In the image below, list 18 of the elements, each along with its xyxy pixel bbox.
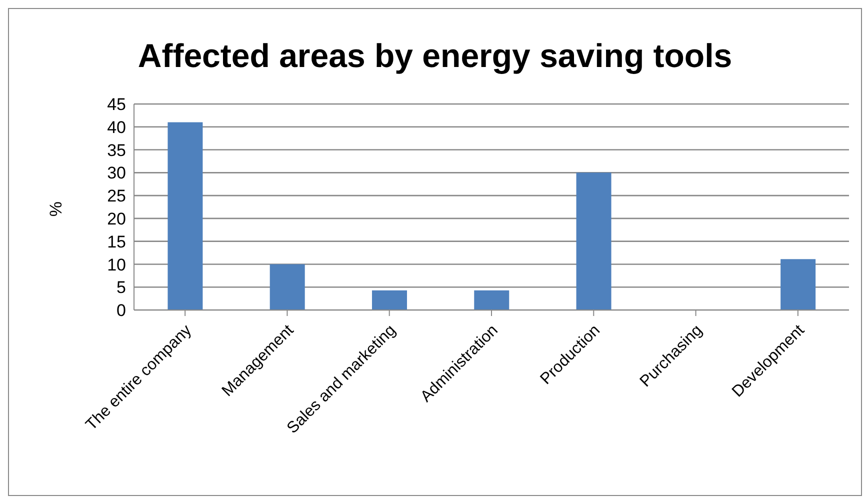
y-tick-label: 5: [116, 278, 126, 298]
y-tick-label: 20: [107, 209, 126, 228]
y-tick-label: 0: [116, 301, 126, 320]
bar: [168, 122, 203, 310]
bar: [474, 290, 510, 310]
y-tick-label: 45: [107, 95, 126, 114]
y-tick-label: 30: [107, 164, 126, 183]
bar: [780, 259, 816, 310]
y-tick-label: 10: [107, 255, 126, 274]
y-tick-label: 35: [107, 140, 126, 160]
bar: [270, 264, 305, 310]
y-tick-label: 15: [107, 232, 126, 252]
bar: [576, 172, 612, 310]
y-axis-title: %: [46, 201, 67, 217]
bar: [372, 290, 407, 310]
chart-title: Affected areas by energy saving tools: [136, 37, 734, 75]
y-tick-label: 40: [107, 118, 126, 137]
y-tick-label: 25: [107, 186, 126, 206]
